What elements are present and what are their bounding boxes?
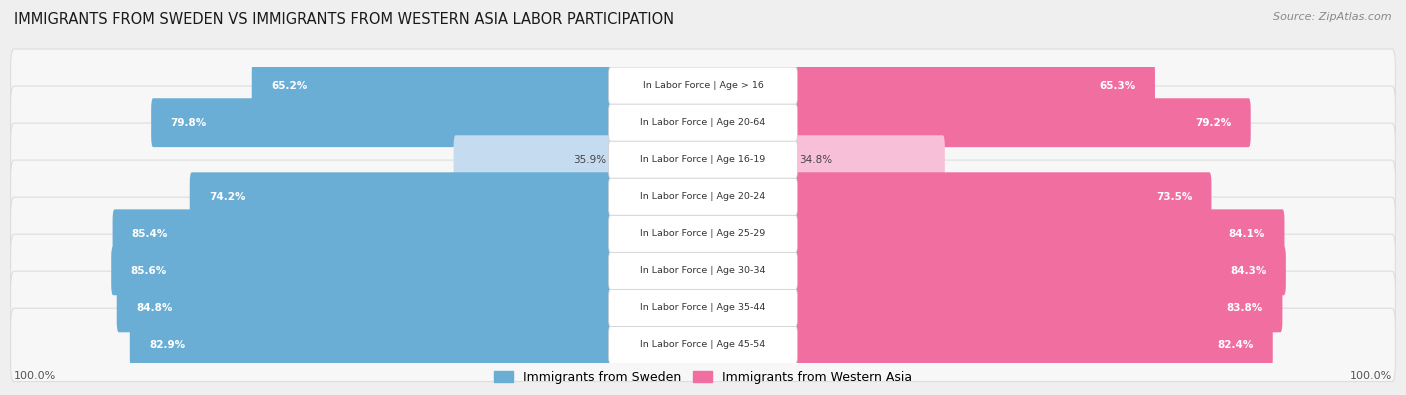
Text: Source: ZipAtlas.com: Source: ZipAtlas.com (1274, 12, 1392, 22)
FancyBboxPatch shape (794, 246, 1286, 295)
Text: In Labor Force | Age 20-64: In Labor Force | Age 20-64 (640, 118, 766, 127)
FancyBboxPatch shape (11, 197, 1395, 271)
Text: 35.9%: 35.9% (574, 155, 606, 165)
Text: In Labor Force | Age 35-44: In Labor Force | Age 35-44 (640, 303, 766, 312)
FancyBboxPatch shape (794, 172, 1212, 221)
FancyBboxPatch shape (117, 284, 612, 332)
Text: In Labor Force | Age 16-19: In Labor Force | Age 16-19 (640, 155, 766, 164)
FancyBboxPatch shape (129, 320, 612, 369)
Text: 79.2%: 79.2% (1195, 118, 1232, 128)
FancyBboxPatch shape (190, 172, 612, 221)
Text: 85.4%: 85.4% (132, 229, 169, 239)
FancyBboxPatch shape (11, 271, 1395, 344)
Text: 65.2%: 65.2% (271, 81, 308, 91)
FancyBboxPatch shape (609, 252, 797, 289)
FancyBboxPatch shape (794, 284, 1282, 332)
Text: 79.8%: 79.8% (170, 118, 207, 128)
FancyBboxPatch shape (794, 135, 945, 184)
Text: In Labor Force | Age 45-54: In Labor Force | Age 45-54 (640, 340, 766, 350)
Text: 74.2%: 74.2% (209, 192, 246, 202)
FancyBboxPatch shape (112, 209, 612, 258)
FancyBboxPatch shape (609, 326, 797, 363)
Text: 84.3%: 84.3% (1230, 266, 1267, 276)
FancyBboxPatch shape (11, 86, 1395, 159)
Text: 82.4%: 82.4% (1218, 340, 1254, 350)
Text: 84.1%: 84.1% (1229, 229, 1265, 239)
FancyBboxPatch shape (609, 289, 797, 326)
Text: IMMIGRANTS FROM SWEDEN VS IMMIGRANTS FROM WESTERN ASIA LABOR PARTICIPATION: IMMIGRANTS FROM SWEDEN VS IMMIGRANTS FRO… (14, 12, 675, 27)
FancyBboxPatch shape (11, 49, 1395, 122)
Text: 100.0%: 100.0% (14, 371, 56, 381)
Text: 83.8%: 83.8% (1227, 303, 1263, 313)
Text: 84.8%: 84.8% (136, 303, 173, 313)
FancyBboxPatch shape (252, 61, 612, 110)
Legend: Immigrants from Sweden, Immigrants from Western Asia: Immigrants from Sweden, Immigrants from … (489, 366, 917, 389)
Text: In Labor Force | Age > 16: In Labor Force | Age > 16 (643, 81, 763, 90)
FancyBboxPatch shape (11, 234, 1395, 307)
FancyBboxPatch shape (794, 98, 1251, 147)
Text: In Labor Force | Age 20-24: In Labor Force | Age 20-24 (640, 192, 766, 201)
FancyBboxPatch shape (794, 209, 1285, 258)
Text: 100.0%: 100.0% (1350, 371, 1392, 381)
Text: 82.9%: 82.9% (149, 340, 186, 350)
Text: 34.8%: 34.8% (800, 155, 832, 165)
FancyBboxPatch shape (11, 160, 1395, 233)
FancyBboxPatch shape (11, 123, 1395, 196)
Text: In Labor Force | Age 30-34: In Labor Force | Age 30-34 (640, 266, 766, 275)
Text: 73.5%: 73.5% (1156, 192, 1192, 202)
FancyBboxPatch shape (152, 98, 612, 147)
FancyBboxPatch shape (794, 320, 1272, 369)
FancyBboxPatch shape (609, 178, 797, 215)
Text: 65.3%: 65.3% (1099, 81, 1136, 91)
FancyBboxPatch shape (454, 135, 612, 184)
FancyBboxPatch shape (794, 61, 1154, 110)
FancyBboxPatch shape (609, 104, 797, 141)
FancyBboxPatch shape (609, 67, 797, 104)
Text: 85.6%: 85.6% (131, 266, 167, 276)
Text: In Labor Force | Age 25-29: In Labor Force | Age 25-29 (640, 229, 766, 238)
FancyBboxPatch shape (111, 246, 612, 295)
FancyBboxPatch shape (609, 141, 797, 178)
FancyBboxPatch shape (11, 308, 1395, 382)
FancyBboxPatch shape (609, 215, 797, 252)
